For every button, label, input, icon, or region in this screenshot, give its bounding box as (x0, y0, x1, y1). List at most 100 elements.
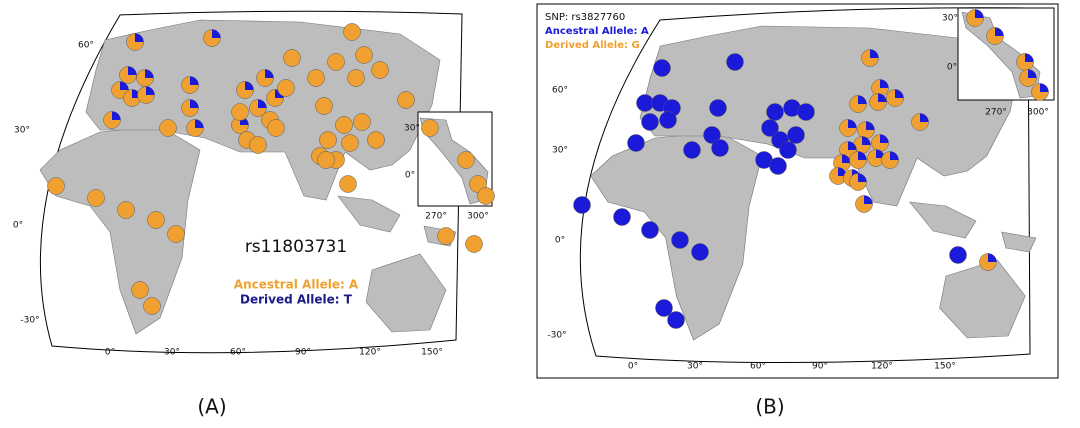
allele-pie (769, 157, 787, 175)
allele-pie (87, 189, 105, 207)
derived-wedge (866, 121, 875, 130)
allele-pie (787, 126, 805, 144)
allele-pie (573, 196, 591, 214)
derived-wedge (195, 119, 204, 128)
derived-wedge (895, 89, 904, 98)
derived-wedge (135, 33, 144, 42)
allele-pie (726, 53, 744, 71)
allele-pie (317, 151, 335, 169)
allele-pie (347, 69, 365, 87)
derived-wedge (880, 79, 889, 88)
derived-wedge (1025, 53, 1034, 62)
map-b (579, 7, 1055, 364)
snp-label: SNP: rs3827760 (545, 12, 625, 23)
derived-wedge (858, 95, 867, 104)
allele-pie (307, 69, 325, 87)
derived-wedge (890, 151, 899, 160)
lat-label: 30° (552, 146, 568, 156)
allele-pie (327, 53, 345, 71)
allele-pie (627, 134, 645, 152)
inset-lon-label: 270° (985, 108, 1007, 118)
allele-pie (117, 201, 135, 219)
derived-wedge (112, 111, 121, 120)
allele-pie (421, 119, 439, 137)
allele-pie (779, 141, 797, 159)
allele-pie (613, 208, 631, 226)
derived-wedge (975, 9, 984, 18)
derived-wedge (880, 134, 889, 143)
allele-pie (709, 99, 727, 117)
lon-label: 30° (164, 348, 180, 358)
lat-label: 30° (14, 126, 30, 136)
allele-pie (159, 119, 177, 137)
allele-pie (636, 94, 654, 112)
derived-wedge (848, 119, 857, 128)
lon-label: 90° (295, 348, 311, 358)
allele-pie (465, 235, 483, 253)
derived-wedge (848, 141, 857, 150)
derived-wedge (265, 69, 274, 78)
inset-lon-label: 300° (467, 212, 489, 222)
allele-pie (397, 91, 415, 109)
lon-label: 30° (687, 362, 703, 372)
allele-pie (249, 136, 267, 154)
allele-pie (343, 23, 361, 41)
allele-pie (703, 126, 721, 144)
inset-lat-label: 0° (405, 171, 415, 181)
allele-pie (766, 103, 784, 121)
allele-pie (691, 243, 709, 261)
derived-wedge (920, 113, 929, 122)
allele-pie (641, 221, 659, 239)
lon-label: 150° (934, 362, 956, 372)
lon-label: 0° (628, 362, 638, 372)
lon-label: 120° (871, 362, 893, 372)
allele-pie (457, 151, 475, 169)
allele-pie (143, 297, 161, 315)
allele-pie (437, 227, 455, 245)
lat-label: -30° (547, 331, 566, 341)
allele-pie (367, 131, 385, 149)
allele-pie (659, 111, 677, 129)
allele-pie (339, 175, 357, 193)
lon-label: 60° (750, 362, 766, 372)
allele-pie (761, 119, 779, 137)
derived-wedge (858, 173, 867, 182)
derived-wedge (995, 27, 1004, 36)
allele-pie (653, 59, 671, 77)
derived-wedge (120, 81, 129, 90)
allele-pie (131, 281, 149, 299)
allele-pie (47, 177, 65, 195)
allele-pie (335, 116, 353, 134)
derived-wedge (190, 99, 199, 108)
allele-pie (683, 141, 701, 159)
allele-pie (371, 61, 389, 79)
lon-label: 120° (359, 348, 381, 358)
inset-lat-label: 0° (947, 63, 957, 73)
derived-wedge (258, 99, 267, 108)
lon-label: 150° (421, 348, 443, 358)
caption: (B) (755, 395, 784, 419)
lat-label: -30° (20, 316, 39, 326)
lon-label: 90° (812, 362, 828, 372)
derived-wedge (1028, 69, 1037, 78)
lat-label: 0° (13, 221, 23, 231)
allele-pie (277, 79, 295, 97)
lat-label: 60° (552, 86, 568, 96)
derived-label: Derived Allele: G (545, 40, 640, 51)
allele-pie (315, 97, 333, 115)
derived-wedge (842, 154, 851, 163)
derived-wedge (128, 66, 137, 75)
derived-wedge (870, 49, 879, 58)
derived-wedge (878, 93, 887, 102)
allele-pie (671, 231, 689, 249)
lon-label: 60° (230, 348, 246, 358)
allele-pie (231, 103, 249, 121)
allele-pie (797, 103, 815, 121)
caption: (A) (197, 395, 226, 419)
lat-label: 0° (555, 236, 565, 246)
inset-lon-label: 300° (1027, 108, 1049, 118)
derived-wedge (988, 253, 997, 262)
derived-wedge (864, 195, 873, 204)
derived-wedge (190, 76, 199, 85)
allele-pie (667, 311, 685, 329)
